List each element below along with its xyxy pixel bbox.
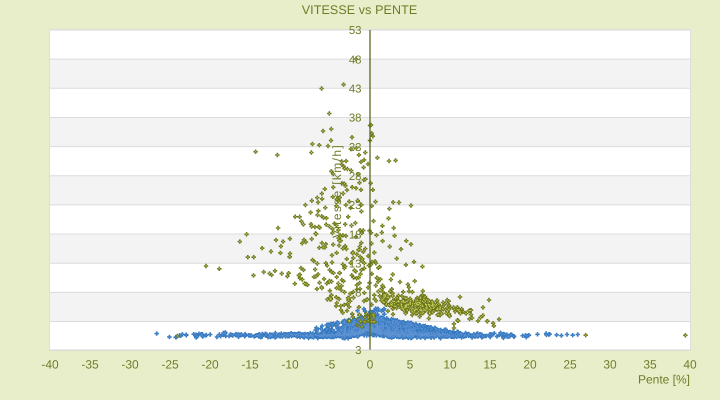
svg-text:VITESSE vs PENTE: VITESSE vs PENTE bbox=[302, 3, 418, 17]
svg-text:40: 40 bbox=[683, 358, 697, 372]
svg-text:15: 15 bbox=[483, 358, 497, 372]
svg-text:3: 3 bbox=[355, 345, 361, 357]
svg-text:Vitesse [km/h]: Vitesse [km/h] bbox=[330, 144, 344, 238]
svg-text:25: 25 bbox=[563, 358, 577, 372]
svg-text:-30: -30 bbox=[121, 358, 139, 372]
svg-text:Pente [%]: Pente [%] bbox=[638, 373, 690, 387]
svg-text:13: 13 bbox=[349, 258, 362, 270]
svg-text:-35: -35 bbox=[81, 358, 99, 372]
svg-text:35: 35 bbox=[643, 358, 657, 372]
svg-text:53: 53 bbox=[349, 25, 362, 37]
svg-text:43: 43 bbox=[349, 84, 362, 96]
svg-text:28: 28 bbox=[349, 171, 362, 183]
svg-text:33: 33 bbox=[349, 142, 362, 154]
svg-text:20: 20 bbox=[523, 358, 537, 372]
svg-text:38: 38 bbox=[349, 113, 362, 125]
svg-text:48: 48 bbox=[349, 54, 362, 66]
svg-text:30: 30 bbox=[603, 358, 617, 372]
svg-text:18: 18 bbox=[349, 229, 362, 241]
svg-text:-40: -40 bbox=[41, 358, 59, 372]
svg-text:3: 3 bbox=[355, 317, 361, 329]
svg-text:-5: -5 bbox=[325, 358, 336, 372]
svg-text:-20: -20 bbox=[201, 358, 219, 372]
svg-text:-25: -25 bbox=[161, 358, 179, 372]
svg-text:5: 5 bbox=[407, 358, 414, 372]
svg-text:10: 10 bbox=[443, 358, 457, 372]
svg-text:23: 23 bbox=[349, 200, 362, 212]
svg-text:0: 0 bbox=[367, 358, 374, 372]
svg-text:-10: -10 bbox=[281, 358, 299, 372]
svg-text:8: 8 bbox=[355, 288, 361, 300]
svg-text:-15: -15 bbox=[241, 358, 259, 372]
